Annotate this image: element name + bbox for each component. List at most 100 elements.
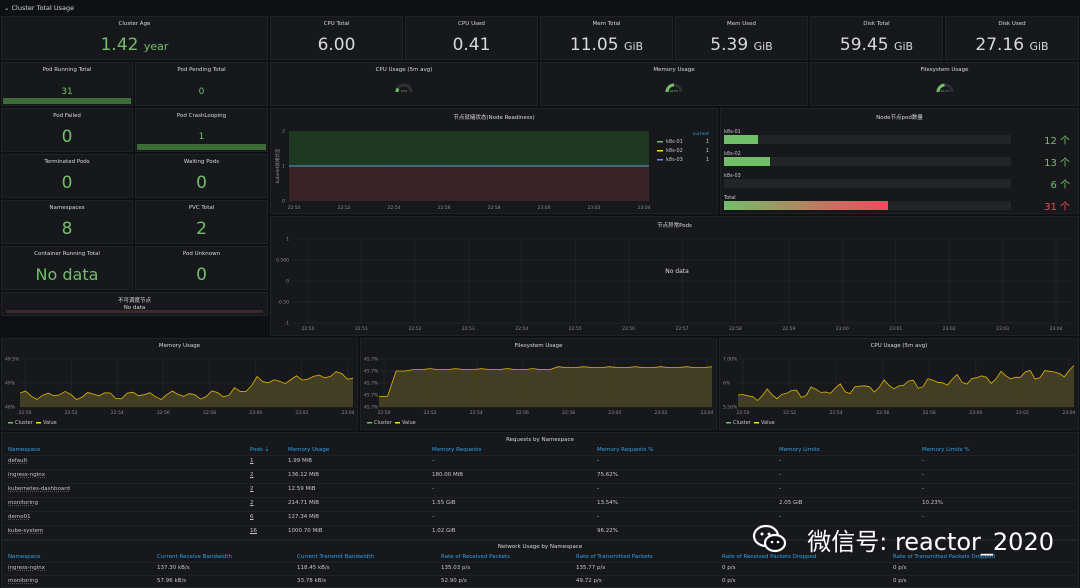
table-cell[interactable]: 2: [250, 472, 254, 478]
pod-running-total-panel: Pod Running Total 31: [1, 62, 133, 106]
legend-label: k8s-01: [666, 139, 683, 145]
column-header[interactable]: Memory Limits %: [922, 447, 970, 453]
column-header[interactable]: Memory Requests: [432, 447, 482, 453]
column-header[interactable]: Namespace: [8, 447, 41, 453]
panel-title: Filesystem Usage: [514, 343, 563, 349]
table-cell: 0 p/s: [722, 578, 736, 584]
namespace-link[interactable]: kubernetes-dashboard: [8, 486, 70, 492]
table-cell[interactable]: 2: [250, 486, 254, 492]
namespace-link[interactable]: ingress-nginx: [8, 472, 45, 478]
sparkline-fill: [3, 98, 131, 104]
row-header-cluster-total-usage[interactable]: ⌄ Cluster Total Usage: [0, 0, 1080, 16]
table-cell: 75.62%: [597, 472, 618, 478]
row-divider: [4, 455, 1076, 456]
table-cell: 136.12 MiB: [288, 472, 320, 478]
column-header[interactable]: Rate of Received Packets Dropped: [722, 554, 817, 560]
column-header[interactable]: Memory Requests %: [597, 447, 654, 453]
table-cell: 1.02 GiB: [432, 528, 456, 534]
x-tick-label: 22:50: [19, 410, 32, 416]
panel-title: PVC Total: [188, 205, 215, 211]
pod-failed-panel: Pod Failed 0: [1, 108, 133, 152]
table-cell[interactable]: 16: [250, 528, 257, 534]
x-tick-label: 22:50: [302, 326, 315, 332]
column-header[interactable]: Current Receive Bandwidth: [157, 554, 232, 560]
filesystem-usage-gauge-panel: Filesystem Usage 45.7%: [810, 62, 1079, 106]
legend-value: 1: [706, 139, 709, 145]
namespace-link[interactable]: monitoring: [8, 500, 39, 506]
column-header[interactable]: Pods ↓: [250, 447, 270, 453]
stat-value: No data: [35, 265, 99, 284]
filesystem-gauge: 45.7%: [935, 83, 953, 93]
namespace-link[interactable]: default: [8, 458, 28, 464]
namespace-link[interactable]: demo01: [8, 514, 31, 520]
disk-used-number: 27.16: [975, 35, 1025, 55]
x-tick-label: 22:58: [729, 326, 742, 332]
column-header[interactable]: Memory Usage: [288, 447, 330, 453]
row-divider: [4, 511, 1076, 512]
panel-title: Requests by Namespace: [506, 437, 574, 443]
filesystem-gauge-value: 45.7%: [940, 89, 949, 93]
panel-title: Network Usage by Namespace: [497, 544, 583, 550]
panel-title: Pod Unknown: [182, 251, 221, 257]
cpu-usage-graph: 7.00% 6% 5.50%22:50 22:52 22:54 22:56 22:58 23:…: [723, 357, 1076, 427]
column-header[interactable]: Current Transmit Bandwidth: [297, 554, 375, 560]
column-header[interactable]: Rate of Transmitted Packets Dropped: [893, 554, 995, 560]
panel-title: Mem Total: [592, 21, 621, 27]
column-header[interactable]: Rate of Received Packets: [441, 554, 511, 560]
x-tick-label: 23:02: [943, 326, 956, 332]
abnormal-pods-panel: 节点异常Pods 1 0.500 0 -0.50 -1 22:50 22:51 22:52 22…: [270, 216, 1079, 336]
y-tick-label: 45.7%: [364, 369, 379, 375]
pod-unknown-panel: Pod Unknown 0: [135, 246, 268, 290]
x-tick-label: 22:52: [65, 410, 78, 416]
memory-gauge-value: 48.8%: [670, 89, 679, 93]
panel-title: Mem Used: [726, 21, 756, 27]
namespace-link[interactable]: monitoring: [8, 578, 39, 584]
legend-label: Cluster: [374, 420, 393, 426]
stat-value: 0.41: [452, 35, 491, 55]
panel-title: Namespaces: [49, 205, 85, 211]
legend-header: current: [693, 131, 709, 137]
x-tick-label: 22:56: [157, 410, 170, 416]
x-tick-label: 23:00: [249, 410, 262, 416]
bar-fill: [724, 157, 770, 166]
panel-title: Filesystem Usage: [920, 67, 969, 73]
legend-swatch: [395, 422, 400, 424]
table-cell[interactable]: 2: [250, 500, 254, 506]
panel-title: CPU Usage (5m avg): [870, 343, 928, 349]
x-tick-label: 22:54: [515, 326, 528, 332]
x-tick-label: 22:56: [438, 205, 451, 211]
panel-title: Pod Failed: [53, 113, 81, 119]
namespace-link[interactable]: kube-system: [8, 528, 44, 534]
table-cell[interactable]: 1: [250, 458, 254, 464]
bar-value: 6 个: [1050, 180, 1070, 191]
column-header[interactable]: Rate of Transmitted Packets: [576, 554, 653, 560]
x-tick-label: 22:52: [338, 205, 351, 211]
stat-value: 0: [198, 87, 205, 97]
panel-title: CPU Total: [323, 21, 350, 27]
column-header[interactable]: Memory Limits: [779, 447, 820, 453]
x-tick-label: 23:01: [889, 326, 902, 332]
x-tick-label: 22:50: [288, 205, 301, 211]
stat-value: 1: [198, 132, 205, 142]
x-tick-label: 22:56: [876, 410, 889, 416]
namespace-link[interactable]: ingress-nginx: [8, 565, 45, 571]
node-readiness-panel: 节点就绪状态(Node Readiness) 2 1 0 kubelet就绪状态 22:…: [270, 108, 718, 214]
node-readiness-graph: 2 1 0 kubelet就绪状态 22:50 22:52 22:54 22:56 22:58 2…: [274, 129, 709, 212]
panel-title: Container Running Total: [34, 251, 100, 257]
legend-swatch: [657, 150, 663, 152]
panel-title: 节点就绪状态(Node Readiness): [453, 115, 535, 121]
column-header[interactable]: Namespace: [8, 554, 41, 560]
watermark-text: 微信号: reactor_2020: [807, 528, 1054, 556]
pvc-total-panel: PVC Total 2: [135, 200, 268, 244]
y-tick-label: 49.5%: [5, 357, 20, 363]
mem-used-panel: Mem Used 5.39 GiB: [675, 16, 808, 60]
table-cell: 1.99 MiB: [288, 458, 313, 464]
table-cell: -: [922, 458, 924, 464]
not-ready-area: [289, 166, 649, 201]
stat-value: 5.39 GiB: [676, 35, 807, 55]
disk-used-panel: Disk Used 27.16 GiB: [945, 16, 1079, 60]
legend-label: k8s-02: [666, 148, 683, 154]
legend-label: Cluster: [733, 420, 752, 426]
table-cell[interactable]: 6: [250, 514, 254, 520]
x-tick-label: 23:03: [996, 326, 1009, 332]
